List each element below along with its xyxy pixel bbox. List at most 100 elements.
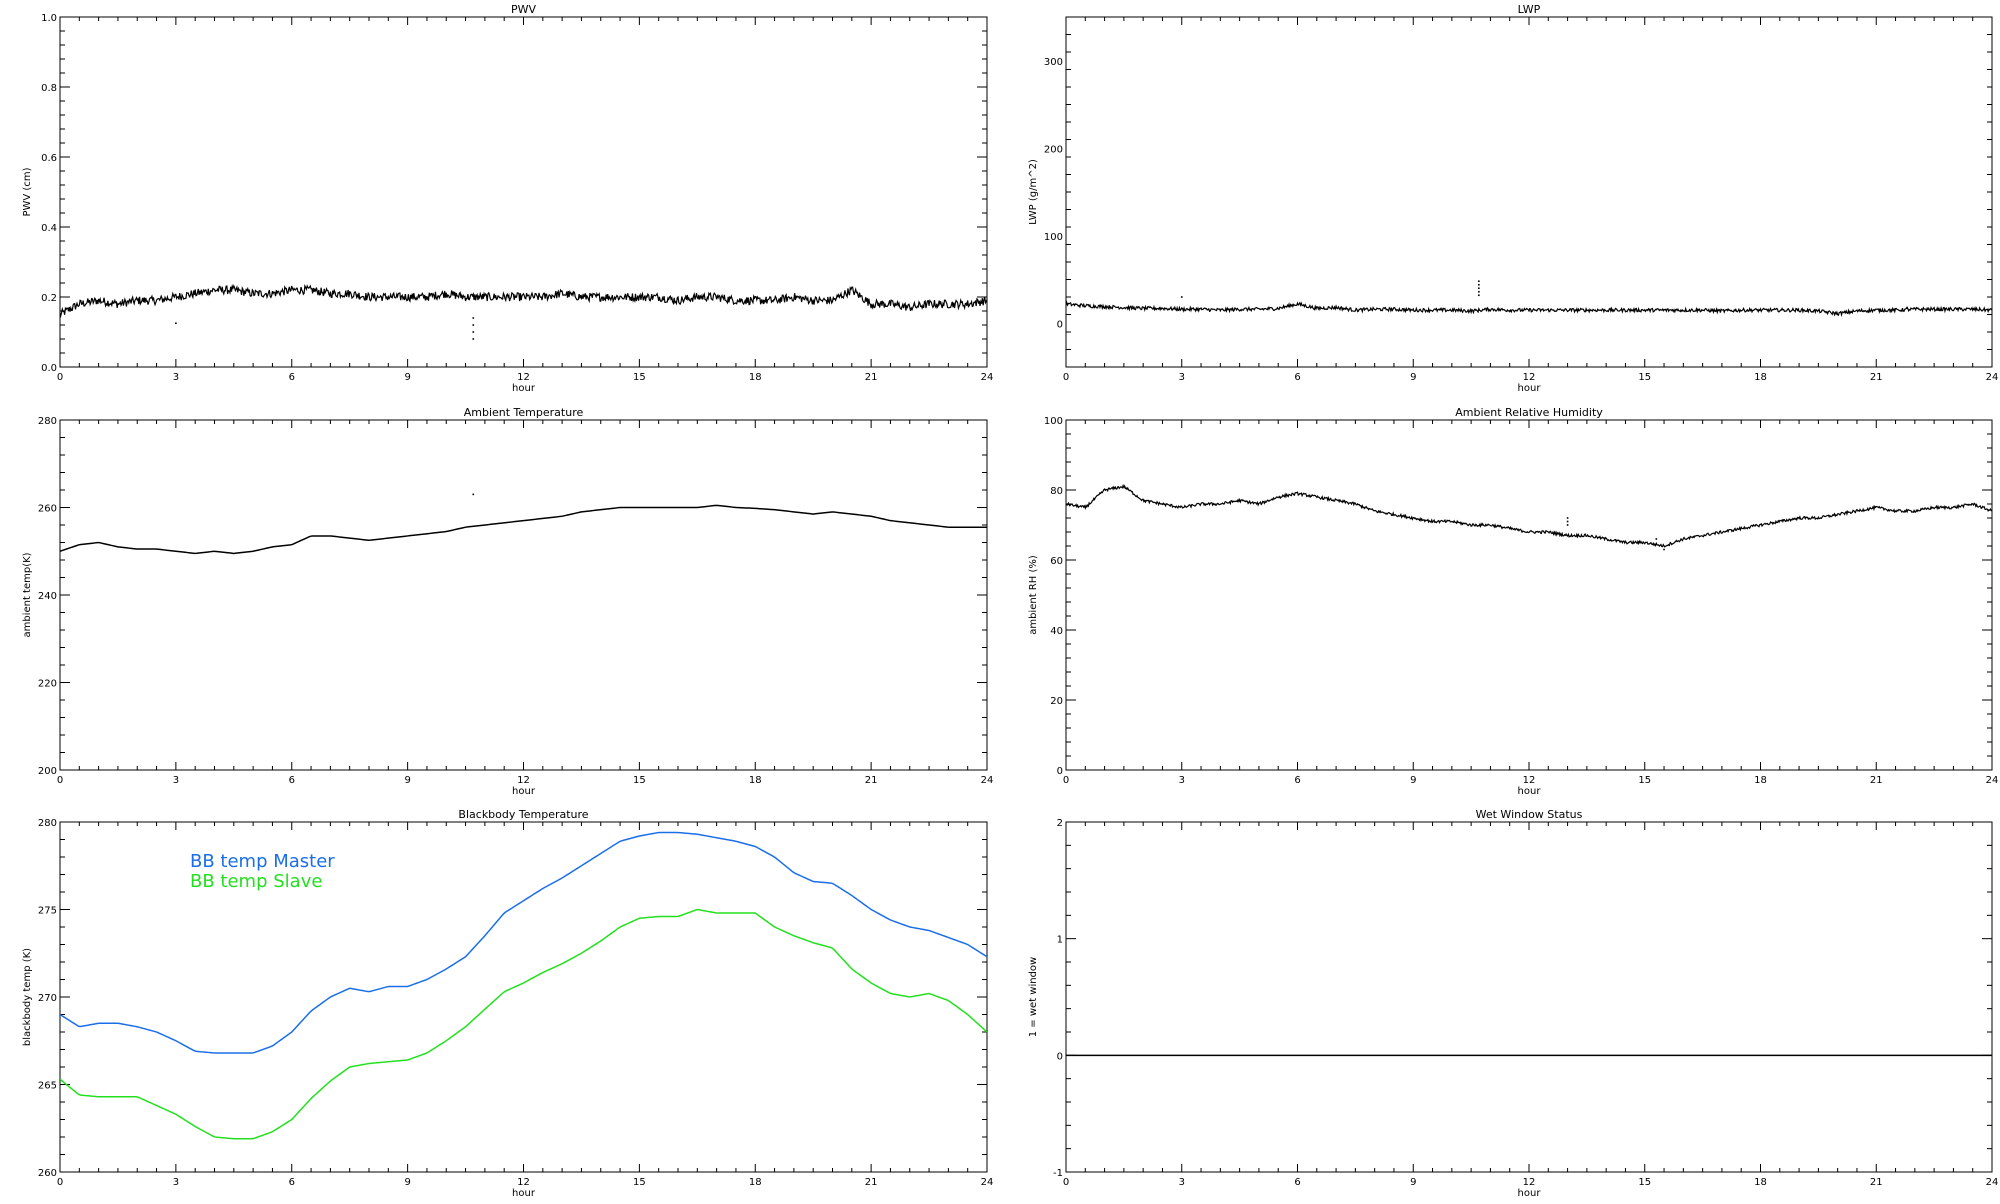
x-tick-label: 21 bbox=[1870, 1177, 1883, 1188]
x-tick-label: 12 bbox=[517, 372, 530, 383]
outlier-point bbox=[1566, 520, 1569, 523]
outlier-point bbox=[1663, 548, 1665, 551]
plot-frame bbox=[1065, 821, 1993, 1173]
y-tick-label: 0.4 bbox=[41, 223, 57, 234]
y-tick-label: 260 bbox=[38, 1168, 57, 1179]
x-tick-label: 6 bbox=[1294, 1177, 1300, 1188]
y-axis-label: ambient temp(K) bbox=[22, 552, 33, 637]
y-tick-label: 80 bbox=[1050, 486, 1063, 497]
x-tick-label: 9 bbox=[404, 1177, 410, 1188]
outlier-point bbox=[472, 338, 475, 340]
chart-title: Blackbody Temperature bbox=[458, 808, 588, 821]
x-tick-label: 24 bbox=[1986, 775, 1999, 786]
x-axis-label: hour bbox=[1518, 383, 1542, 394]
series-line-bb-temp-master bbox=[60, 831, 987, 1054]
x-tick-label: 18 bbox=[1754, 1177, 1767, 1188]
chart-title: LWP bbox=[1518, 3, 1541, 16]
chart-panel-5: Blackbody Temperature 0 3 6 9 12 15 18 21 24 hour 2… bbox=[22, 808, 993, 1199]
plot-area bbox=[1066, 483, 1992, 551]
x-tick-label: 9 bbox=[404, 372, 410, 383]
y-tick-label: 20 bbox=[1050, 696, 1063, 707]
outlier-point bbox=[1478, 294, 1480, 297]
outlier-point bbox=[472, 317, 475, 319]
y-tick-label: 0 bbox=[1057, 319, 1063, 330]
x-tick-label: 6 bbox=[1294, 775, 1300, 786]
x-tick-label: 15 bbox=[1638, 372, 1651, 383]
chart-panel-4: Ambient Relative Humidity 0 3 6 9 12 15 18 21 24 h… bbox=[1028, 406, 1998, 797]
outlier-point bbox=[1180, 296, 1183, 298]
outlier-point bbox=[1906, 306, 1908, 309]
x-tick-label: 9 bbox=[1410, 775, 1416, 786]
chart-title: Wet Window Status bbox=[1476, 808, 1583, 821]
plot-frame bbox=[59, 16, 988, 368]
y-tick-label: 240 bbox=[38, 591, 57, 602]
outlier-point bbox=[1478, 280, 1480, 283]
chart-title: Ambient Temperature bbox=[464, 406, 584, 419]
x-tick-label: 21 bbox=[865, 775, 878, 786]
x-axis-label: hour bbox=[512, 786, 536, 797]
x-tick-label: 3 bbox=[173, 775, 179, 786]
x-tick-label: 12 bbox=[1523, 372, 1536, 383]
y-tick-label: 1.0 bbox=[41, 13, 57, 24]
y-tick-label: 1 bbox=[1057, 935, 1063, 946]
x-tick-label: 12 bbox=[1523, 775, 1536, 786]
y-tick-label: 275 bbox=[38, 906, 57, 917]
x-tick-label: 24 bbox=[981, 775, 994, 786]
x-tick-label: 6 bbox=[289, 372, 295, 383]
y-tick-label: 60 bbox=[1050, 556, 1063, 567]
outlier-point bbox=[472, 331, 475, 333]
y-tick-label: 0.0 bbox=[41, 363, 57, 374]
x-tick-label: 3 bbox=[1179, 372, 1185, 383]
plot-area bbox=[60, 283, 987, 340]
x-tick-label: 3 bbox=[1179, 775, 1185, 786]
y-tick-label: 40 bbox=[1050, 626, 1063, 637]
y-tick-label: 100 bbox=[1044, 416, 1063, 427]
x-tick-label: 15 bbox=[633, 775, 646, 786]
y-tick-label: 0 bbox=[1057, 766, 1063, 777]
series-line-1 bbox=[1066, 300, 1992, 318]
x-tick-label: 15 bbox=[1638, 775, 1651, 786]
y-tick-label: 220 bbox=[38, 679, 57, 690]
x-tick-label: 18 bbox=[749, 775, 762, 786]
y-tick-label: 200 bbox=[38, 766, 57, 777]
series-line-1 bbox=[60, 504, 987, 555]
x-tick-label: 15 bbox=[1638, 1177, 1651, 1188]
x-tick-label: 12 bbox=[517, 775, 530, 786]
x-tick-label: 21 bbox=[1870, 372, 1883, 383]
plot-frame bbox=[59, 419, 988, 771]
legend-entry: BB temp Slave bbox=[190, 871, 322, 892]
chart-title: PWV bbox=[511, 3, 537, 16]
x-tick-label: 0 bbox=[1063, 775, 1069, 786]
x-tick-label: 15 bbox=[633, 372, 646, 383]
outlier-point bbox=[1655, 538, 1658, 540]
y-axis-label: 1 = wet window bbox=[1028, 957, 1039, 1037]
series-line-1 bbox=[1066, 483, 1992, 548]
x-tick-label: 6 bbox=[1294, 372, 1300, 383]
x-tick-label: 18 bbox=[1754, 775, 1767, 786]
outlier-point bbox=[472, 324, 475, 326]
y-tick-label: 0.8 bbox=[41, 83, 57, 94]
y-axis-label: ambient RH (%) bbox=[1028, 555, 1039, 635]
y-axis-label: LWP (g/m^2) bbox=[1028, 159, 1039, 225]
outlier-point bbox=[1478, 290, 1480, 293]
x-tick-label: 24 bbox=[981, 1177, 994, 1188]
x-tick-label: 9 bbox=[1410, 372, 1416, 383]
x-tick-label: 21 bbox=[865, 1177, 878, 1188]
x-axis-label: hour bbox=[512, 383, 536, 394]
plot-frame bbox=[1065, 16, 1993, 368]
x-tick-label: 9 bbox=[404, 775, 410, 786]
chart-panel-2: LWP 0 3 6 9 12 15 18 21 24 hour 0 100 200 300 LWP (g/m^… bbox=[1028, 3, 1998, 394]
x-tick-label: 24 bbox=[1986, 372, 1999, 383]
y-tick-label: 0.6 bbox=[41, 153, 57, 164]
outlier-point bbox=[1566, 524, 1569, 526]
outlier-point bbox=[1566, 517, 1569, 519]
x-tick-label: 0 bbox=[57, 1177, 63, 1188]
x-tick-label: 3 bbox=[173, 1177, 179, 1188]
plot-area bbox=[1066, 280, 1992, 318]
outlier-point bbox=[1478, 287, 1480, 290]
x-tick-label: 3 bbox=[1179, 1177, 1185, 1188]
plot-area bbox=[60, 493, 987, 555]
series-line-1 bbox=[60, 283, 987, 318]
y-tick-label: 2 bbox=[1057, 818, 1063, 829]
y-tick-label: 300 bbox=[1044, 57, 1063, 68]
